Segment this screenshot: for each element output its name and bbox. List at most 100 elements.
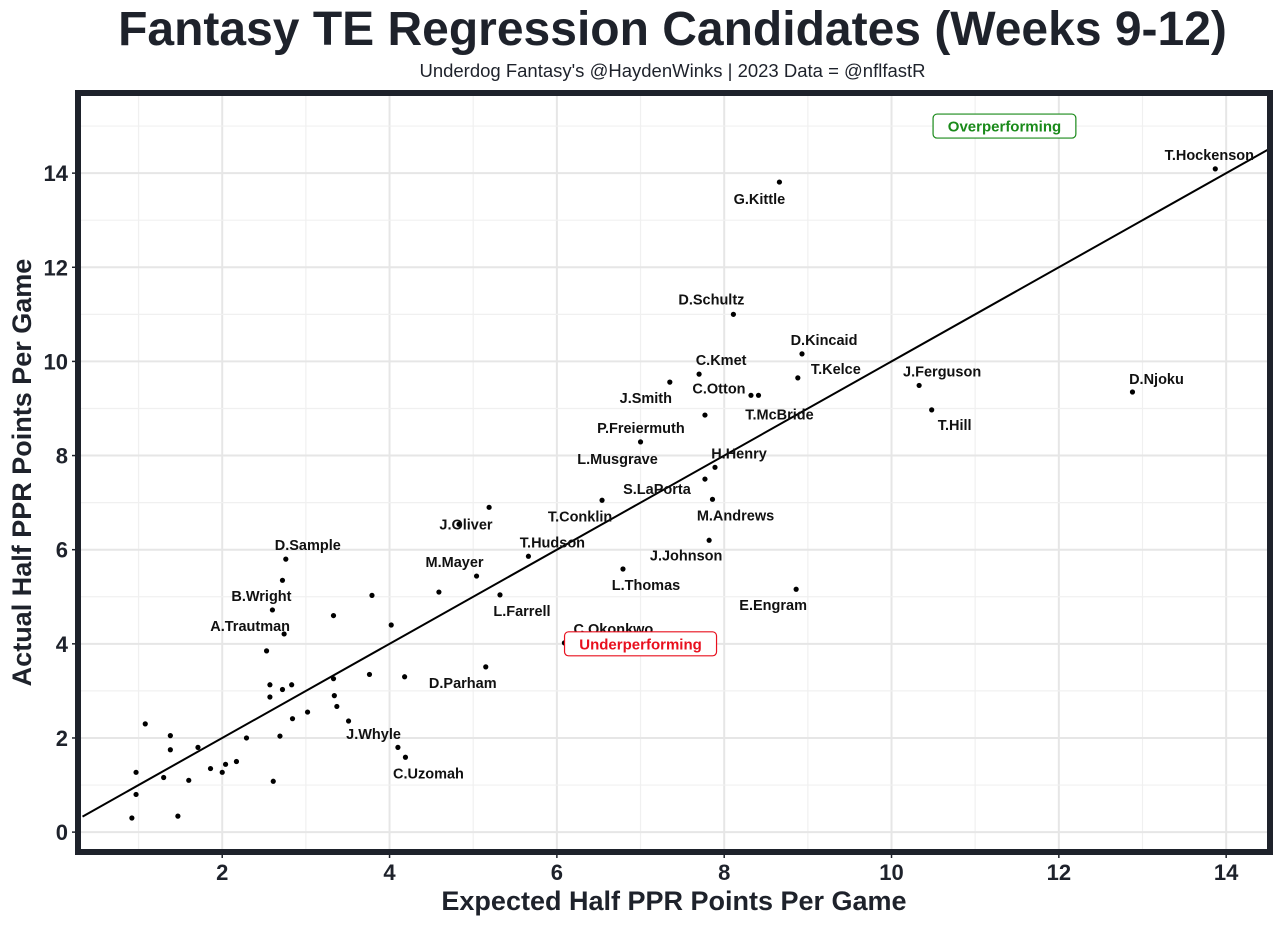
x-tick-label: 2: [216, 860, 228, 885]
x-tick-label: 4: [383, 860, 396, 885]
data-point: [263, 648, 270, 654]
data-point: [207, 765, 214, 772]
point-label: C.Uzomah: [393, 766, 464, 782]
data-point: [369, 592, 375, 598]
data-point: [795, 375, 801, 381]
data-point: [195, 744, 201, 750]
point-label: D.Sample: [275, 538, 341, 554]
data-point: [599, 497, 605, 503]
data-point: [366, 671, 373, 678]
data-point: [702, 412, 708, 418]
data-point: [161, 774, 167, 781]
data-point: [281, 631, 287, 637]
data-point: [289, 716, 296, 722]
data-point: [525, 553, 532, 559]
annotation-box: [563, 631, 718, 657]
data-point: [330, 676, 337, 682]
data-point: [755, 392, 762, 398]
data-point: [142, 721, 148, 727]
data-point: [233, 758, 240, 765]
data-point: [279, 577, 286, 583]
plot-frame: [75, 90, 1273, 855]
data-point: [334, 703, 340, 710]
y-tick-label: 6: [56, 538, 68, 563]
point-label: L.Thomas: [612, 578, 680, 594]
data-point: [929, 407, 935, 413]
data-point: [167, 733, 173, 739]
data-point: [222, 761, 229, 767]
data-point: [483, 664, 489, 670]
annotation-box: [932, 113, 1077, 139]
point-label: T.Hockenson: [1165, 148, 1254, 164]
chart-title: Fantasy TE Regression Candidates (Weeks …: [118, 3, 1227, 56]
point-label: B.Wright: [231, 589, 291, 605]
reference-line-group: [82, 148, 1269, 818]
data-point: [916, 382, 922, 389]
data-point: [702, 476, 708, 482]
point-label: L.Musgrave: [577, 452, 658, 468]
data-point: [620, 566, 626, 572]
point-label: J.Smith: [620, 391, 672, 407]
point-label: T.Hill: [938, 418, 972, 434]
data-point: [667, 379, 673, 385]
x-tick-label: 6: [551, 860, 563, 885]
x-tick-label: 8: [718, 860, 730, 885]
x-tick-label: 12: [1047, 860, 1071, 885]
data-point: [330, 612, 337, 619]
data-point: [175, 813, 181, 819]
point-label: C.Otton: [692, 381, 745, 397]
point-label: T.Kelce: [811, 362, 861, 378]
data-point: [402, 754, 409, 760]
y-tick-label: 12: [44, 255, 68, 280]
data-point: [402, 674, 408, 680]
chart-subtitle: Underdog Fantasy's @HaydenWinks | 2023 D…: [419, 60, 926, 81]
x-tick-label: 10: [879, 860, 903, 885]
point-label: T.Conklin: [548, 509, 612, 525]
data-point: [712, 464, 718, 470]
overperforming-annotation: Overperforming: [948, 119, 1061, 136]
data-point: [497, 592, 503, 598]
data-point: [748, 392, 754, 398]
point-label: T.McBride: [745, 407, 814, 423]
data-point: [133, 769, 139, 775]
point-label: H.Henry: [711, 446, 767, 462]
data-point: [129, 815, 135, 821]
point-label: L.Farrell: [493, 604, 550, 620]
data-point: [267, 682, 273, 688]
point-label: J.Oliver: [439, 517, 493, 533]
data-point: [709, 496, 716, 502]
data-point: [486, 504, 492, 510]
annotations: Overperforming Underperforming: [563, 113, 1077, 657]
y-tick-label: 14: [44, 161, 69, 186]
data-point: [473, 573, 480, 579]
data-point: [799, 351, 805, 357]
y-tick-label: 10: [44, 349, 68, 374]
data-point: [133, 791, 139, 798]
point-label: J.Johnson: [650, 548, 723, 564]
data-point: [793, 586, 799, 592]
data-point: [1212, 166, 1218, 172]
point-label: T.Hudson: [520, 535, 585, 551]
point-labels: T.Hockenson G.Kittle D.Schultz D.Kincaid T.K…: [210, 148, 1254, 782]
point-label: C.Kmet: [696, 353, 747, 369]
point-label: J.Whyle: [346, 727, 401, 743]
data-point: [304, 709, 311, 715]
x-tick-label: 14: [1214, 860, 1239, 885]
point-label: G.Kittle: [734, 192, 786, 208]
y-tick-label: 4: [56, 632, 69, 657]
data-point: [345, 718, 352, 724]
data-point: [167, 747, 173, 753]
data-point: [279, 686, 286, 693]
point-label: D.Njoku: [1129, 372, 1184, 388]
data-point: [270, 778, 276, 784]
data-point: [388, 622, 394, 628]
y-tick-label: 8: [56, 444, 68, 469]
grid: [80, 95, 1268, 850]
point-label: D.Parham: [429, 676, 497, 692]
data-point: [269, 607, 276, 613]
point-label: E.Engram: [739, 598, 807, 614]
data-point: [289, 682, 295, 688]
data-point: [730, 311, 737, 317]
y-tick-label: 0: [56, 820, 68, 845]
